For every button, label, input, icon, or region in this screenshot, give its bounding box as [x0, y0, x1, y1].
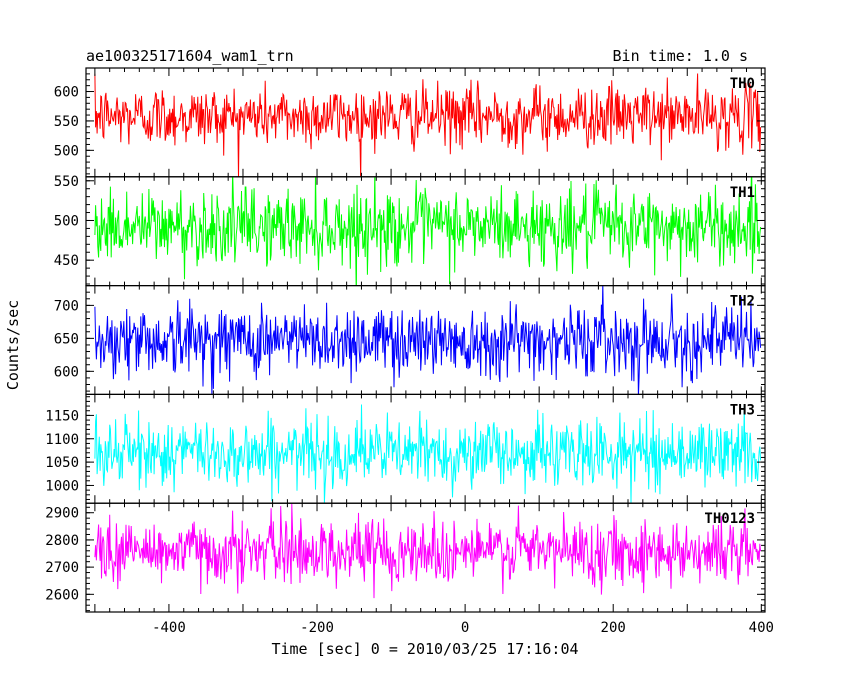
panel-label: TH1	[730, 185, 755, 201]
series-line-th1	[94, 176, 762, 286]
x-axis-label: Time [sec] 0 = 2010/03/25 17:16:04	[271, 640, 578, 658]
y-tick-label: 2900	[45, 506, 79, 522]
series-line-th2	[94, 285, 762, 395]
y-tick-label: 1050	[45, 455, 79, 471]
panel-label: TH0	[730, 76, 755, 92]
y-tick-label: 2700	[45, 560, 79, 576]
series-line-th0123	[94, 503, 762, 599]
panel-label: TH2	[730, 294, 755, 310]
panel-th0123: 2600 2700 2800 2900 TH0123	[45, 502, 766, 613]
y-tick-label: 1100	[45, 432, 79, 448]
y-tick-label: 500	[54, 143, 79, 159]
x-tick-label: 200	[601, 620, 626, 636]
y-tick-label: 2600	[45, 587, 79, 603]
panel-frame	[85, 502, 766, 613]
y-tick-label: 1150	[45, 408, 79, 424]
y-tick-label: 500	[54, 213, 79, 229]
panel-label: TH3	[730, 402, 755, 418]
bin-time-label: Bin time: 1.0 s	[613, 47, 748, 65]
y-tick-label: 450	[54, 253, 79, 269]
panel-label: TH0123	[704, 511, 755, 527]
x-tick-label: -400	[152, 620, 186, 636]
x-tick-label: 400	[749, 620, 774, 636]
panel-th1: 450 500 550 TH1	[54, 174, 766, 287]
series-line-th3	[94, 404, 762, 504]
x-tick-label: 0	[461, 620, 469, 636]
y-tick-label: 2800	[45, 533, 79, 549]
panel-th0: 500 550 600 TH0	[54, 67, 766, 178]
y-tick-label: 600	[54, 85, 79, 101]
y-tick-label: 550	[54, 114, 79, 130]
x-tick-label: -200	[300, 620, 334, 636]
panel-th3: 1000 1050 1100 1150 TH3	[45, 393, 766, 504]
y-tick-label: 600	[54, 364, 79, 380]
y-tick-label: 650	[54, 331, 79, 347]
panels-group: 500 550 600 TH0 450 500 550 TH1 600 650 700 TH2 1000…	[45, 67, 766, 613]
x-tick-labels: -400 -200 0 200 400	[152, 620, 774, 636]
y-tick-label: 700	[54, 298, 79, 314]
y-tick-label: 550	[54, 174, 79, 190]
chart-title: ae100325171604_wam1_trn	[86, 47, 294, 65]
y-axis-label: Counts/sec	[4, 300, 22, 390]
panel-th2: 600 650 700 TH2	[54, 285, 766, 396]
y-tick-label: 1000	[45, 478, 79, 494]
series-line-th0	[94, 73, 762, 177]
